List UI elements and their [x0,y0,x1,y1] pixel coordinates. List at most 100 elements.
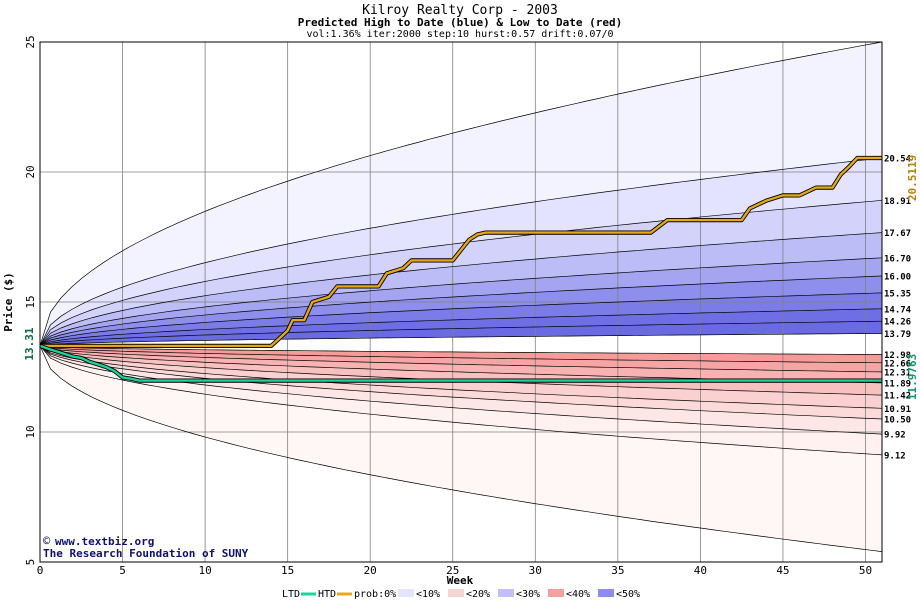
low-band-4 [40,345,882,409]
level-label: 18.91 [884,197,911,207]
level-label: 11.89 [884,379,911,389]
watermark-org: The Research Foundation of SUNY [43,547,249,560]
high-boundary-7 [40,308,882,347]
level-label: 20.54 [884,154,912,164]
watermark: © www.textbiz.org The Research Foundatio… [43,534,249,560]
x-tick-label: 35 [611,564,624,577]
plot-frame [39,41,883,563]
legend-bin-swatch [498,589,514,597]
legend-bin-swatch [598,589,614,597]
chart-params: vol:1.36% iter:2000 step:10 hurst:0.57 d… [306,29,613,40]
legend-htd-label: HTD [318,589,336,600]
high-band-0 [40,42,882,346]
level-label: 12.98 [884,351,911,361]
high-band-3 [40,232,882,346]
level-label: 13.79 [884,330,911,340]
low-boundary-0 [40,345,882,355]
x-tick-label: 30 [529,564,542,577]
level-label: 17.67 [884,229,911,239]
low-band-8 [40,345,882,552]
low-band-0 [40,345,882,363]
level-label: 10.91 [884,405,911,415]
level-labels: 20.54 18.91 17.67 16.70 16.00 15.35 14.74 14.26… [884,154,912,461]
chart-title: Kilroy Realty Corp - 2003 [362,3,558,18]
low-boundary-1 [40,345,882,364]
legend-bin-label: <40% [566,589,590,600]
high-band-8 [40,321,882,346]
low-band-3 [40,345,882,396]
y-tick-label: 20 [24,165,37,178]
x-axis-ticks: 0 5 10 15 20 25 30 35 40 45 50 [37,564,872,577]
high-band-1 [40,158,882,346]
legend-bin-swatch [548,589,564,597]
y-tick-label: 25 [24,35,37,48]
high-boundary-4 [40,257,882,347]
low-boundary-8 [40,345,882,456]
high-boundary-3 [40,232,882,347]
x-tick-label: 45 [776,564,789,577]
legend-bin-swatch [448,589,464,597]
low-boundary-6 [40,345,882,420]
low-band-7 [40,345,882,455]
band-boundaries [40,42,882,552]
high-band-7 [40,308,882,346]
x-tick-label: 0 [37,564,44,577]
end-high-label: 20.5119 [906,155,919,201]
chart-subtitle: Predicted High to Date (blue) & Low to D… [298,16,623,29]
start-price-label: 13.31 [23,327,36,360]
level-label: 14.26 [884,318,911,328]
x-tick-label: 40 [694,564,707,577]
level-label: 15.35 [884,289,911,299]
low-band-6 [40,345,882,435]
high-band-4 [40,257,882,346]
x-tick-label: 25 [446,564,459,577]
high-band-5 [40,276,882,346]
end-low-label: 11.9763 [906,354,919,400]
copyright-icon: © [43,534,51,548]
series-lines [40,155,882,383]
high-boundary-1 [40,157,882,347]
watermark-url: www.textbiz.org [55,535,154,548]
level-label: 11.42 [884,392,911,402]
legend-bin-label: <20% [466,589,490,600]
level-label: 16.00 [884,273,911,283]
ltd-series-line [40,344,882,382]
low-boundary-5 [40,345,882,409]
low-band-inner [40,345,882,355]
legend-prob-label: prob:0% [354,589,396,600]
legend-bin-label: <50% [616,589,640,600]
htd-series-line [40,156,882,348]
high-boundary-9 [40,333,882,347]
x-tick-label: 15 [281,564,294,577]
high-band-2 [40,200,882,346]
y-axis-ticks: 5 10 15 20 25 [24,35,37,565]
legend-bin-swatch [398,589,414,597]
y-axis-label: Price ($) [2,272,15,332]
x-tick-label: 50 [859,564,872,577]
low-band-1 [40,345,882,372]
level-label: 14.74 [884,305,912,315]
high-boundary-2 [40,199,882,347]
high-band-inner [40,333,882,346]
legend-ltd-label: LTD [282,589,300,600]
level-label: 10.50 [884,416,911,426]
level-label: 12.31 [884,368,911,378]
high-boundary-0 [40,42,882,347]
x-tick-label: 10 [198,564,211,577]
y-tick-label: 5 [24,559,37,566]
high-boundary-8 [40,320,882,347]
y-tick-label: 10 [24,425,37,438]
legend-bin-label: <10% [416,589,440,600]
x-tick-label: 20 [364,564,377,577]
x-tick-label: 5 [119,564,126,577]
low-boundary-9 [40,345,882,552]
high-boundary-6 [40,292,882,347]
level-label: 9.92 [884,431,906,441]
y-tick-label: 15 [24,295,37,308]
x-axis-label: Week [447,574,474,587]
legend-bin-label: <30% [516,589,540,600]
level-label: 12.66 [884,359,911,369]
high-boundary-5 [40,275,882,347]
low-boundary-2 [40,345,882,373]
